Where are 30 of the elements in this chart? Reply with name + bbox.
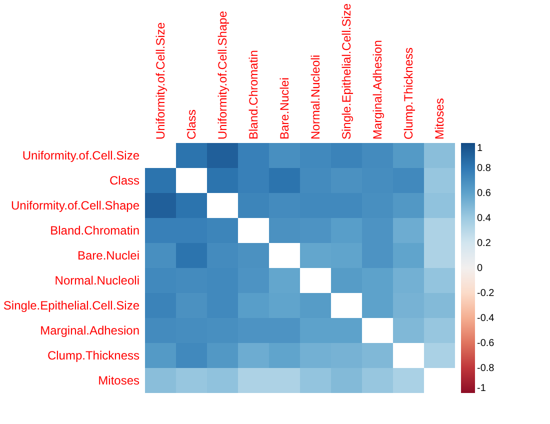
color-bar-label: -1	[477, 383, 486, 394]
y-tick-label: Clump.Thickness	[47, 348, 140, 362]
x-tick-label: Class	[184, 109, 198, 140]
x-tick-label: Single.Epithelial.Cell.Size	[340, 3, 354, 140]
y-tick-label: Class	[109, 174, 140, 188]
color-bar-label: 0.2	[477, 238, 492, 249]
x-tick-label: Normal.Nucleoli	[308, 54, 322, 140]
color-bar-label: 0.6	[477, 188, 492, 199]
color-bar-label: -0.2	[477, 288, 495, 299]
x-tick-label: Uniformity.of.Cell.Shape	[216, 10, 230, 140]
color-bar-label: -0.6	[477, 338, 495, 349]
y-tick-label: Marginal.Adhesion	[40, 324, 140, 338]
color-bar-label: 0	[477, 263, 483, 274]
color-bar-label: -0.8	[477, 363, 495, 374]
y-tick-label: Uniformity.of.Cell.Size	[22, 148, 140, 162]
y-tick-label: Bare.Nuclei	[77, 248, 140, 262]
color-bar-label: 0.8	[477, 163, 492, 174]
y-tick-label: Single.Epithelial.Cell.Size	[3, 298, 140, 312]
x-tick-label: Bland.Chromatin	[246, 50, 260, 140]
y-tick-label: Normal.Nucleoli	[54, 274, 140, 288]
x-tick-label: Marginal.Adhesion	[370, 40, 384, 140]
x-tick-label: Mitoses	[432, 98, 446, 140]
color-bar-label: -0.4	[477, 313, 495, 324]
color-bar-label: 0.4	[477, 213, 492, 224]
y-tick-label: Uniformity.of.Cell.Shape	[11, 198, 140, 212]
y-tick-label: Bland.Chromatin	[50, 224, 140, 238]
x-tick-label: Clump.Thickness	[402, 47, 416, 140]
x-tick-label: Bare.Nuclei	[278, 77, 292, 140]
color-bar-label: 1	[477, 143, 483, 154]
y-tick-label: Mitoses	[98, 374, 140, 388]
